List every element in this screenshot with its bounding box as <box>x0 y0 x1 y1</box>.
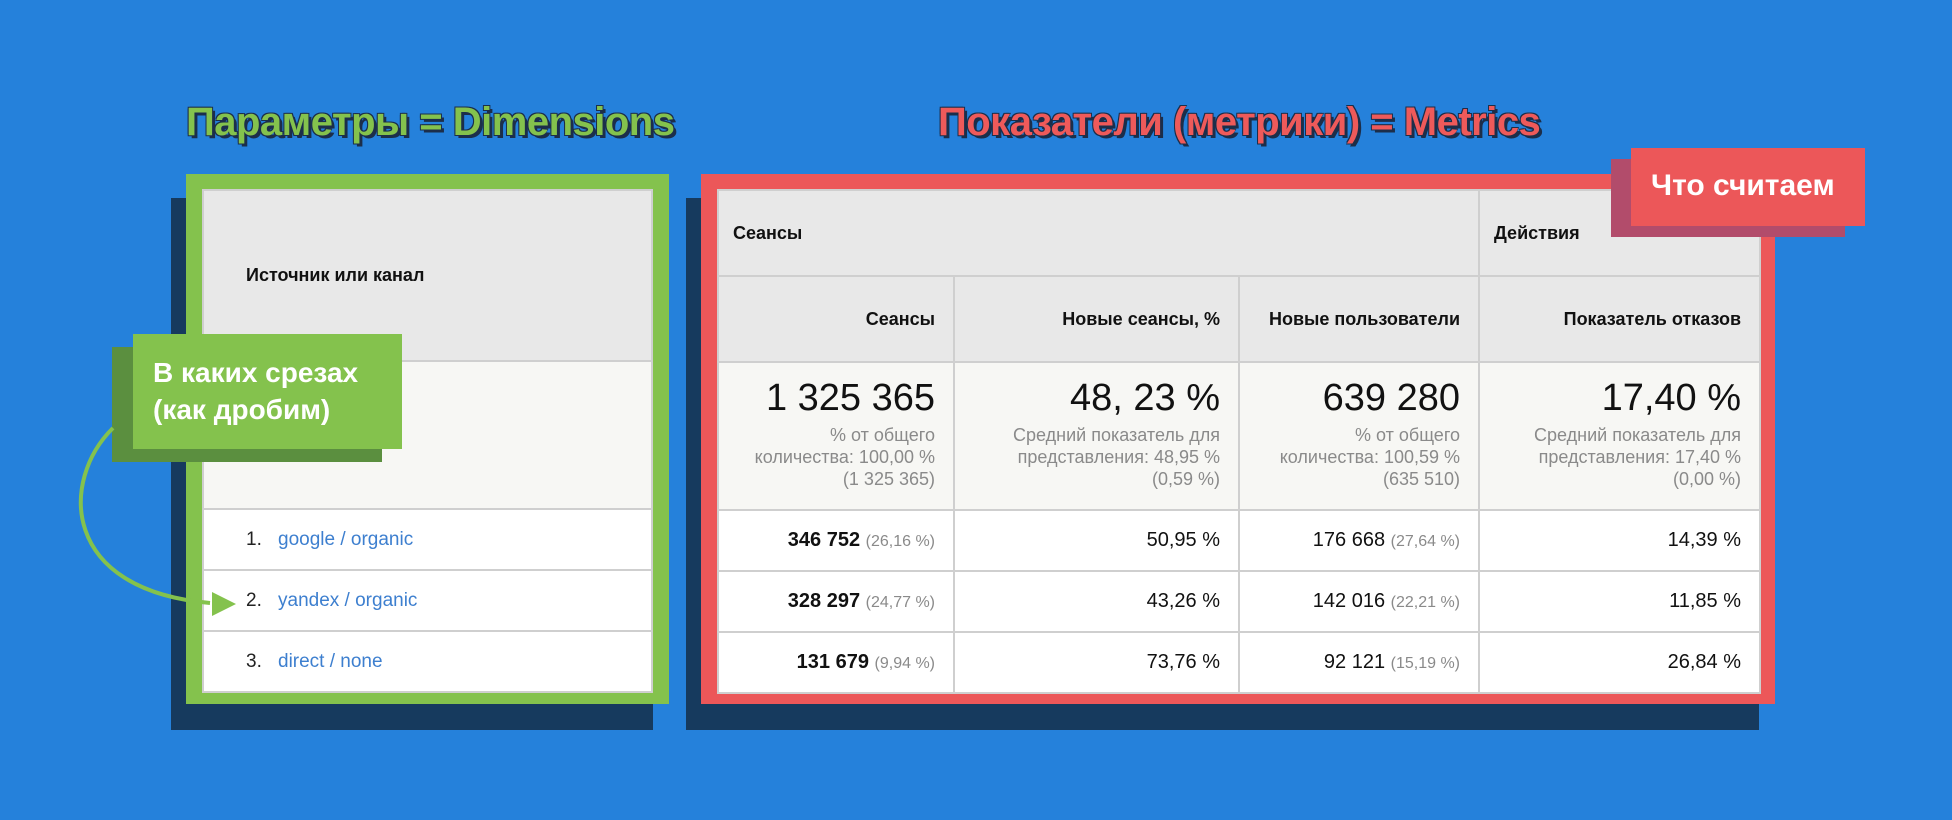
cell-new-users: 92 121 (15,19 %) <box>1237 631 1481 694</box>
total-value: 639 280 <box>1322 377 1461 419</box>
cell-sessions: 131 679 (9,94 %) <box>717 631 955 694</box>
metrics-table: Сеансы Действия Сеансы Новые сеансы, % Н… <box>716 189 1762 694</box>
cell-percent: (24,77 %) <box>865 594 935 611</box>
column-header-new-users[interactable]: Новые пользователи <box>1237 275 1481 363</box>
total-new-users: 639 280 % от общего количества: 100,59 %… <box>1237 361 1481 511</box>
total-new-sessions: 48, 23 % Средний показатель для представ… <box>953 361 1240 511</box>
table-row: 2. yandex / organic <box>202 569 653 632</box>
dimension-link-yandex-organic[interactable]: yandex / organic <box>278 589 418 611</box>
total-note: Средний показатель для <box>1013 425 1220 445</box>
total-note: (0,59 %) <box>1151 469 1220 489</box>
group-header-sessions: Сеансы <box>716 189 1481 277</box>
metrics-callout: Что считаем <box>1631 148 1865 226</box>
dimension-column-header[interactable]: Источник или канал <box>202 189 653 362</box>
column-header-bounce-rate[interactable]: Показатель отказов <box>1478 275 1762 363</box>
total-note: % от общего <box>830 425 935 445</box>
total-note: Средний показатель для <box>1534 425 1742 445</box>
table-row: 3. direct / none <box>202 630 653 693</box>
cell-value: 328 297 <box>787 590 861 612</box>
row-number: 1. <box>246 528 262 550</box>
total-note: количества: 100,59 % <box>1279 447 1461 467</box>
total-value: 1 325 365 <box>765 377 935 419</box>
dimensions-callout: В каких срезах (как дробим) <box>133 334 402 449</box>
cell-new-users: 176 668 (27,64 %) <box>1237 509 1481 572</box>
column-header-sessions[interactable]: Сеансы <box>717 275 955 363</box>
cell-percent: (15,19 %) <box>1390 655 1461 672</box>
callout-line: В каких срезах <box>153 357 359 388</box>
total-value: 48, 23 % <box>1070 377 1220 419</box>
cell-bounce: 11,85 % <box>1478 570 1762 633</box>
cell-value: 131 679 <box>796 651 869 673</box>
table-row: 131 679 (9,94 %) 73,76 % 92 121 (15,19 %… <box>717 631 1762 694</box>
cell-sessions: 328 297 (24,77 %) <box>717 570 955 633</box>
total-note: количества: 100,00 % <box>754 447 935 467</box>
table-row: 346 752 (26,16 %) 50,95 % 176 668 (27,64… <box>717 509 1762 572</box>
total-sessions: 1 325 365 % от общего количества: 100,00… <box>717 361 955 511</box>
total-bounce-rate: 17,40 % Средний показатель для представл… <box>1478 361 1762 511</box>
column-header-new-sessions[interactable]: Новые сеансы, % <box>953 275 1240 363</box>
cell-new-sessions: 50,95 % <box>953 509 1240 572</box>
cell-sessions: 346 752 (26,16 %) <box>717 509 955 572</box>
cell-value: 142 016 <box>1312 590 1386 612</box>
cell-new-users: 142 016 (22,21 %) <box>1237 570 1481 633</box>
cell-bounce: 26,84 % <box>1478 631 1762 694</box>
cell-percent: (27,64 %) <box>1390 533 1461 550</box>
cell-bounce: 14,39 % <box>1478 509 1762 572</box>
table-row: 1. google / organic <box>202 508 653 571</box>
cell-value: 176 668 <box>1312 529 1386 551</box>
cell-new-sessions: 73,76 % <box>953 631 1240 694</box>
row-number: 3. <box>246 650 262 672</box>
table-row: 328 297 (24,77 %) 43,26 % 142 016 (22,21… <box>717 570 1762 633</box>
cell-percent: (22,21 %) <box>1390 594 1461 611</box>
cell-new-sessions: 43,26 % <box>953 570 1240 633</box>
dimension-link-direct-none[interactable]: direct / none <box>278 650 383 672</box>
total-note: (1 325 365) <box>842 469 935 489</box>
total-note: (0,00 %) <box>1672 469 1742 489</box>
cell-value: 346 752 <box>787 529 861 551</box>
cell-percent: (9,94 %) <box>874 655 935 672</box>
total-value: 17,40 % <box>1601 377 1742 419</box>
dimension-link-google-organic[interactable]: google / organic <box>278 528 414 550</box>
dimensions-table: Источник или канал 1. google / organic 2.… <box>202 189 653 693</box>
cell-value: 92 121 <box>1323 651 1386 673</box>
dimensions-heading: Параметры = Dimensions <box>186 100 675 144</box>
row-number: 2. <box>246 589 262 611</box>
metrics-heading: Показатели (метрики) = Metrics <box>938 100 1541 144</box>
total-note: % от общего <box>1355 425 1461 445</box>
total-note: (635 510) <box>1382 469 1461 489</box>
cell-percent: (26,16 %) <box>865 533 935 550</box>
callout-line: (как дробим) <box>153 394 331 425</box>
total-note: представления: 17,40 % <box>1538 447 1742 467</box>
total-note: представления: 48,95 % <box>1017 447 1220 467</box>
